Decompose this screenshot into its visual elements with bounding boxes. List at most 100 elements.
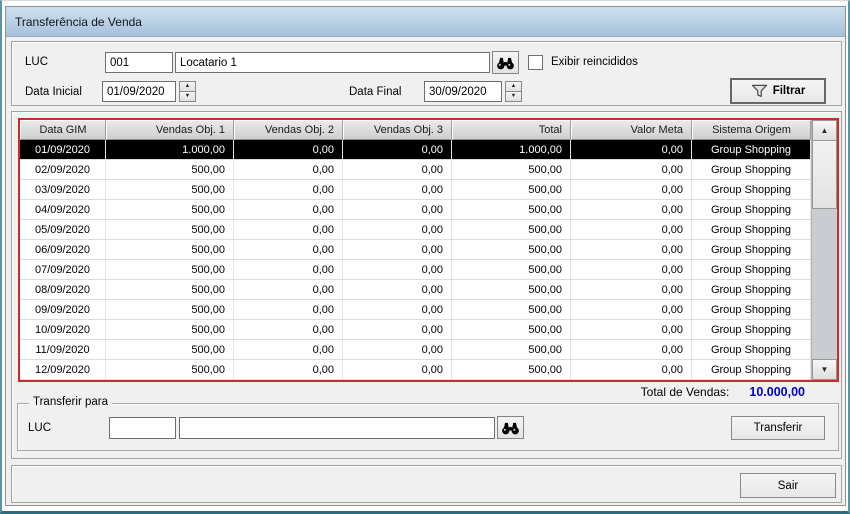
data-final-input[interactable] (424, 81, 502, 102)
table-cell: 500,00 (452, 180, 571, 199)
luc-search-button[interactable] (492, 51, 519, 74)
table-cell: 500,00 (452, 300, 571, 319)
table-cell: 0,00 (343, 320, 452, 339)
table-cell: 0,00 (571, 200, 692, 219)
table-cell: 0,00 (571, 360, 692, 379)
table-cell: 0,00 (343, 340, 452, 359)
luc-label: LUC (25, 56, 49, 68)
table-cell: 500,00 (106, 180, 234, 199)
transferir-button[interactable]: Transferir (731, 416, 825, 440)
sair-button[interactable]: Sair (740, 473, 836, 498)
table-cell: 500,00 (452, 340, 571, 359)
table-cell: 03/09/2020 (20, 180, 106, 199)
transferir-button-label: Transferir (753, 422, 803, 434)
table-row[interactable]: 11/09/2020 500,00 0,00 0,00 500,00 0,00 Group … (20, 340, 811, 360)
table-cell: 500,00 (106, 360, 234, 379)
column-header-4[interactable]: Total (452, 120, 571, 140)
data-final-spinner[interactable]: ▲ ▼ (505, 81, 522, 102)
transfer-luc-label: LUC (28, 422, 52, 434)
sair-button-label: Sair (777, 479, 799, 492)
grid-panel: Data GIM Vendas Obj. 1 Vendas Obj. 2 Vendas… (11, 111, 842, 459)
table-row[interactable]: 07/09/2020 500,00 0,00 0,00 500,00 0,00 Group … (20, 260, 811, 280)
table-row[interactable]: 05/09/2020 500,00 0,00 0,00 500,00 0,00 Group … (20, 220, 811, 240)
table-cell: 0,00 (234, 360, 343, 379)
table-row[interactable]: 03/09/2020 500,00 0,00 0,00 500,00 0,00 Group … (20, 180, 811, 200)
table-row[interactable]: 12/09/2020 500,00 0,00 0,00 500,00 0,00 Group … (20, 360, 811, 380)
table-cell: 0,00 (234, 260, 343, 279)
total-line: Total de Vendas: 10.000,00 (641, 385, 805, 399)
spinner-up-icon[interactable]: ▲ (179, 81, 196, 92)
column-header-0[interactable]: Data GIM (20, 120, 106, 140)
table-cell: Group Shopping (692, 220, 811, 239)
total-vendas-label: Total de Vendas: (640, 385, 730, 399)
table-cell: 0,00 (234, 180, 343, 199)
spinner-down-icon[interactable]: ▼ (505, 92, 522, 102)
table-cell: 500,00 (106, 240, 234, 259)
scrollbar-track[interactable] (812, 209, 837, 359)
table-cell: 0,00 (343, 160, 452, 179)
table-cell: 06/09/2020 (20, 240, 106, 259)
data-final-label: Data Final (349, 86, 402, 98)
transfer-luc-name-input[interactable] (179, 417, 495, 439)
table-cell: 0,00 (571, 180, 692, 199)
table-cell: 05/09/2020 (20, 220, 106, 239)
table-cell: 0,00 (343, 240, 452, 259)
table-cell: 0,00 (571, 160, 692, 179)
footer-bar: Sair (11, 465, 842, 503)
filtrar-button[interactable]: Filtrar (730, 78, 826, 104)
scroll-down-icon[interactable]: ▼ (812, 359, 837, 380)
table-row[interactable]: 01/09/2020 1.000,00 0,00 0,00 1.000,00 0,00 Gr… (20, 140, 811, 160)
table-cell: 500,00 (452, 360, 571, 379)
luc-code-input[interactable] (105, 52, 173, 73)
table-cell: 500,00 (106, 300, 234, 319)
table-row[interactable]: 10/09/2020 500,00 0,00 0,00 500,00 0,00 Group … (20, 320, 811, 340)
table-cell: 09/09/2020 (20, 300, 106, 319)
table-cell: Group Shopping (692, 200, 811, 219)
table-row[interactable]: 09/09/2020 500,00 0,00 0,00 500,00 0,00 Group … (20, 300, 811, 320)
table-row[interactable]: 08/09/2020 500,00 0,00 0,00 500,00 0,00 Group … (20, 280, 811, 300)
table-cell: 01/09/2020 (20, 140, 106, 159)
transfer-luc-code-input[interactable] (109, 417, 176, 439)
table-cell: Group Shopping (692, 300, 811, 319)
table-cell: 500,00 (452, 280, 571, 299)
table-cell: 0,00 (234, 220, 343, 239)
table-cell: Group Shopping (692, 360, 811, 379)
table-cell: 1.000,00 (106, 140, 234, 159)
table-cell: Group Shopping (692, 280, 811, 299)
column-header-2[interactable]: Vendas Obj. 2 (234, 120, 343, 140)
scroll-up-icon[interactable]: ▲ (812, 120, 837, 141)
filtrar-button-label: Filtrar (772, 85, 806, 97)
sales-grid-table: Data GIM Vendas Obj. 1 Vendas Obj. 2 Vendas… (20, 120, 811, 380)
table-cell: 0,00 (343, 180, 452, 199)
data-inicial-input[interactable] (102, 81, 176, 102)
data-inicial-spinner[interactable]: ▲ ▼ (179, 81, 196, 102)
table-row[interactable]: 04/09/2020 500,00 0,00 0,00 500,00 0,00 Group … (20, 200, 811, 220)
column-header-3[interactable]: Vendas Obj. 3 (343, 120, 452, 140)
column-header-6[interactable]: Sistema Origem (692, 120, 811, 140)
table-cell: Group Shopping (692, 240, 811, 259)
filter-panel: LUC Exibir reincididos (11, 41, 842, 106)
table-cell: 0,00 (234, 240, 343, 259)
transfer-search-button[interactable] (497, 416, 524, 439)
table-row[interactable]: 02/09/2020 500,00 0,00 0,00 500,00 0,00 Group … (20, 160, 811, 180)
table-cell: 0,00 (571, 240, 692, 259)
table-row[interactable]: 06/09/2020 500,00 0,00 0,00 500,00 0,00 Group … (20, 240, 811, 260)
luc-name-input[interactable] (175, 52, 490, 73)
column-header-1[interactable]: Vendas Obj. 1 (106, 120, 234, 140)
exibir-reincididos-checkbox[interactable] (528, 55, 543, 70)
table-cell: 07/09/2020 (20, 260, 106, 279)
spinner-up-icon[interactable]: ▲ (505, 81, 522, 92)
table-cell: 500,00 (452, 320, 571, 339)
exibir-reincididos-label: Exibir reincididos (551, 56, 638, 68)
vertical-scrollbar[interactable]: ▲ ▼ (811, 120, 837, 380)
column-header-5[interactable]: Valor Meta (571, 120, 692, 140)
total-vendas-value: 10.000,00 (749, 385, 805, 399)
table-cell: 0,00 (234, 140, 343, 159)
table-cell: 0,00 (571, 140, 692, 159)
table-cell: 0,00 (571, 340, 692, 359)
spinner-down-icon[interactable]: ▼ (179, 92, 196, 102)
scrollbar-thumb[interactable] (812, 141, 837, 209)
table-cell: 500,00 (106, 280, 234, 299)
table-body: 01/09/2020 1.000,00 0,00 0,00 1.000,00 0,00 Gr… (20, 140, 811, 380)
table-cell: 10/09/2020 (20, 320, 106, 339)
